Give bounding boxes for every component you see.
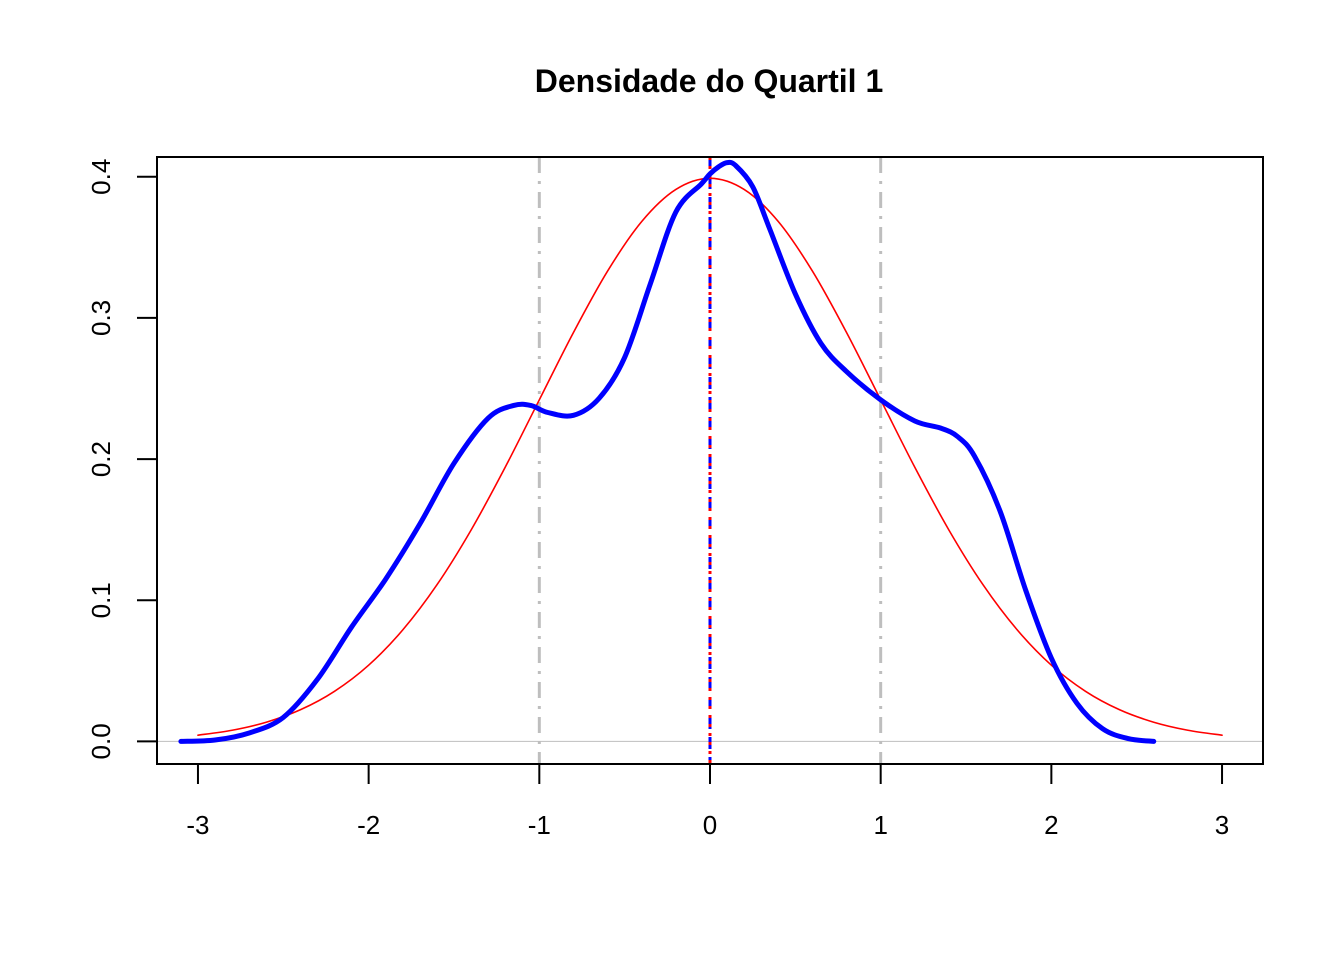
series-layer xyxy=(178,159,1223,744)
x-axis: -3 -2 -1 0 1 2 3 xyxy=(186,763,1229,840)
chart-title: Densidade do Quartil 1 xyxy=(535,63,884,99)
y-axis: 0.0 0.1 0.2 0.3 0.4 xyxy=(86,159,158,759)
x-tick-label: 1 xyxy=(873,810,887,840)
x-tick-label: 2 xyxy=(1044,810,1058,840)
y-tick-label: 0.3 xyxy=(86,300,116,336)
reference-lines xyxy=(157,157,1263,764)
y-tick-label: 0.1 xyxy=(86,582,116,618)
x-tick-label: 0 xyxy=(703,810,717,840)
series-line-1 xyxy=(197,177,1223,736)
series-line-0 xyxy=(178,159,1157,744)
x-tick-label: -3 xyxy=(186,810,209,840)
y-tick-label: 0.2 xyxy=(86,441,116,477)
x-tick-label: -1 xyxy=(528,810,551,840)
y-tick-label: 0.4 xyxy=(86,159,116,195)
y-tick-label: 0.0 xyxy=(86,723,116,759)
x-tick-label: -2 xyxy=(357,810,380,840)
x-tick-label: 3 xyxy=(1215,810,1229,840)
